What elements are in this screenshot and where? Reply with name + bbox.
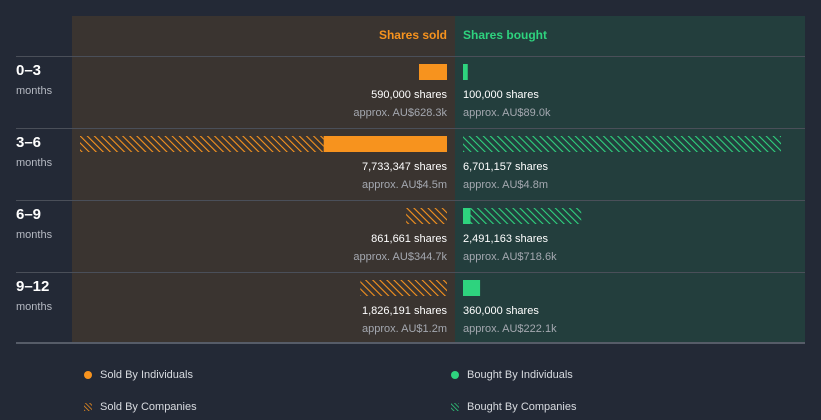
bought-individuals-bar	[463, 208, 471, 224]
legend-sold-individuals: Sold By Individuals	[100, 369, 193, 381]
sold-shares-label: 7,733,347 shares	[362, 161, 448, 173]
legend-sold-companies: Sold By Companies	[100, 401, 197, 413]
legend-bought-individuals: Bought By Individuals	[467, 369, 573, 381]
bought-header: Shares bought	[463, 28, 547, 42]
sold-value-label: approx. AU$4.5m	[362, 179, 447, 191]
legend-bought-companies: Bought By Companies	[467, 401, 577, 413]
bought-individuals-bar	[463, 64, 468, 80]
row-title: 3–6	[16, 134, 42, 151]
row-title: 9–12	[16, 278, 50, 295]
sold-value-label: approx. AU$1.2m	[362, 323, 447, 335]
sold-individuals-bar	[323, 136, 447, 152]
sold-value-label: approx. AU$628.3k	[353, 107, 447, 119]
row-title: 6–9	[16, 206, 42, 223]
bought-companies-legend-icon	[451, 403, 459, 411]
sold-value-label: approx. AU$344.7k	[353, 251, 447, 263]
bought-shares-label: 100,000 shares	[463, 89, 539, 101]
bought-shares-label: 360,000 shares	[463, 305, 539, 317]
bought-value-label: approx. AU$718.6k	[463, 251, 557, 263]
sold-companies-bar	[360, 280, 447, 296]
sold-companies-bar	[406, 208, 447, 224]
bought-value-label: approx. AU$222.1k	[463, 323, 557, 335]
bought-companies-bar	[463, 136, 782, 152]
sold-companies-legend-icon	[84, 403, 92, 411]
bought-companies-bar	[470, 208, 582, 224]
row-subtitle: months	[16, 301, 53, 313]
sold-shares-label: 1,826,191 shares	[362, 305, 448, 317]
bought-panel	[455, 16, 805, 342]
row-subtitle: months	[16, 229, 53, 241]
row-label: 0–3 months	[16, 62, 52, 98]
bought-value-label: approx. AU$4.8m	[463, 179, 548, 191]
bought-individuals-legend-icon	[451, 371, 459, 379]
sold-shares-label: 861,661 shares	[371, 233, 447, 245]
bought-individuals-bar	[463, 280, 481, 296]
row-label: 6–9 months	[16, 206, 52, 242]
sold-individuals-bar	[419, 64, 447, 80]
row-subtitle: months	[16, 157, 53, 169]
row-label: 9–12 months	[16, 278, 52, 314]
sold-header: Shares sold	[379, 28, 447, 42]
row-title: 0–3	[16, 62, 42, 79]
sold-shares-label: 590,000 shares	[371, 89, 447, 101]
sold-individuals-legend-icon	[84, 371, 92, 379]
bought-value-label: approx. AU$89.0k	[463, 107, 551, 119]
bought-shares-label: 2,491,163 shares	[463, 233, 549, 245]
sold-companies-bar	[80, 136, 324, 152]
row-subtitle: months	[16, 85, 53, 97]
row-label: 3–6 months	[16, 134, 52, 170]
bought-shares-label: 6,701,157 shares	[463, 161, 549, 173]
